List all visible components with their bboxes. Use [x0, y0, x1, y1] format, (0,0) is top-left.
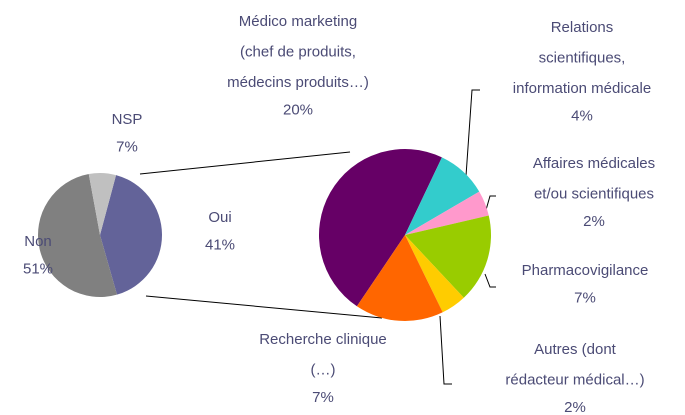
pie-slice: [88, 173, 117, 235]
slice-label: et/ou scientifiques: [534, 185, 654, 202]
slice-label: médecins produits…): [227, 74, 369, 91]
pie-slice: [319, 149, 442, 307]
slice-label: Recherche clinique: [259, 331, 387, 348]
slice-label: scientifiques,: [539, 49, 626, 66]
slice-label: Médico marketing: [239, 13, 357, 30]
leader-line: [484, 273, 496, 288]
slice-label: Pharmacovigilance: [522, 262, 649, 279]
pie-slice: [100, 175, 162, 295]
slice-label: (…): [311, 361, 336, 378]
leader-line: [485, 195, 496, 211]
pie-slice: [405, 215, 492, 298]
slice-value-label: 41%: [205, 236, 235, 253]
slice-value-label: 7%: [574, 289, 596, 306]
pie-slice: [405, 191, 489, 235]
slice-value-label: 7%: [116, 138, 138, 155]
slice-label: Affaires médicales: [533, 155, 655, 172]
slice-value-label: 20%: [283, 101, 313, 118]
slice-label: Non: [24, 233, 52, 250]
connector-line: [139, 151, 351, 175]
slice-label: rédacteur médical…): [505, 371, 644, 388]
leader-line: [465, 89, 480, 177]
slice-label: Oui: [208, 209, 231, 226]
pie-slice: [405, 235, 464, 313]
slice-value-label: 51%: [23, 260, 53, 277]
pie-slice: [356, 235, 443, 321]
connector-line: [145, 295, 383, 319]
slice-label: NSP: [112, 111, 143, 128]
slice-value-label: 4%: [571, 107, 593, 124]
slice-label: (chef de produits,: [240, 43, 356, 60]
pie-slice: [37, 174, 117, 297]
leader-line: [439, 315, 452, 385]
slice-label: information médicale: [513, 80, 651, 97]
slice-value-label: 2%: [564, 399, 586, 415]
pie-slice: [405, 157, 480, 235]
slice-label: Autres (dont: [534, 341, 617, 358]
slice-label: Relations: [551, 19, 614, 36]
slice-value-label: 7%: [312, 389, 334, 406]
slice-value-label: 2%: [583, 213, 605, 230]
